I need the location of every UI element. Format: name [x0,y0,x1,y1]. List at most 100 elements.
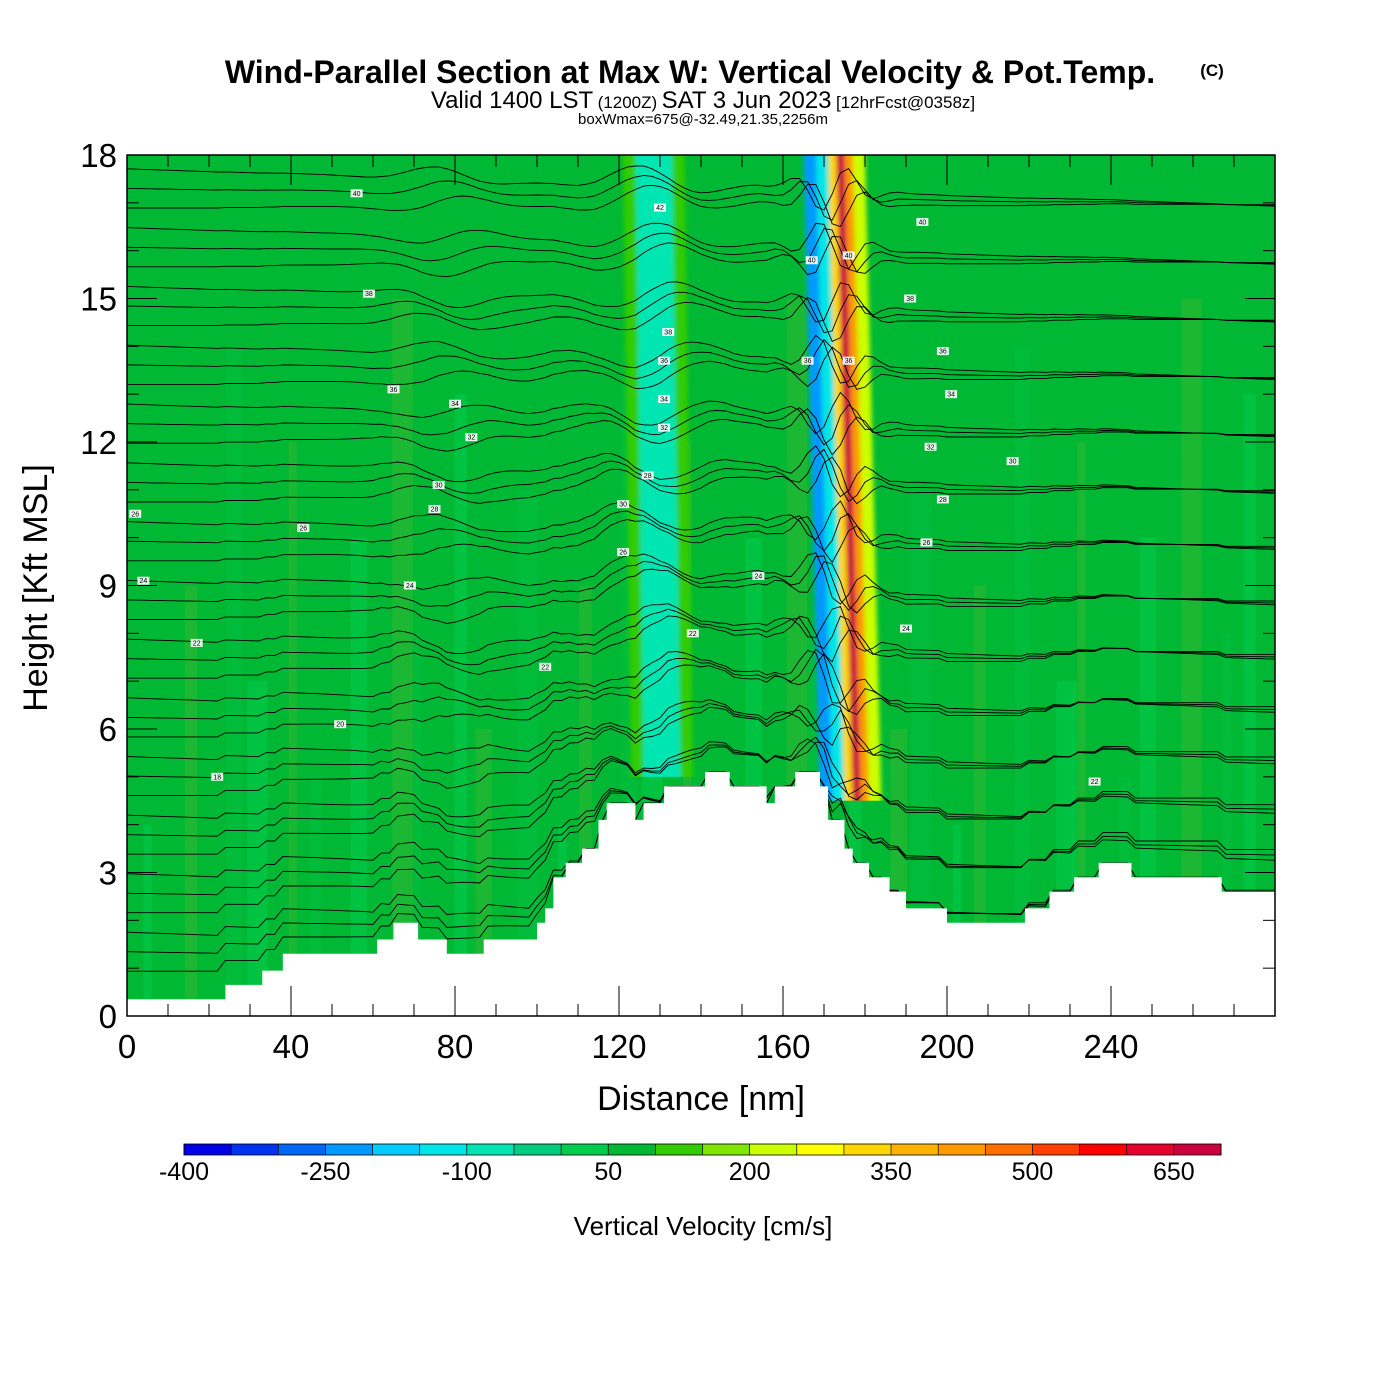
contour-label-bg [403,581,416,590]
contour-label: 40 [808,258,816,265]
contour-label: 34 [451,401,459,408]
contour-label: 28 [431,506,439,513]
contour-label-bg [654,203,666,212]
contour-label-bg [842,251,855,260]
contour-label: 22 [193,640,201,647]
velocity-band [852,155,882,801]
contour-label: 40 [353,191,361,198]
contour-label-bg [387,385,400,394]
subtitle-date: SAT 3 Jun 2023 [662,87,832,114]
background-streak [392,298,413,1016]
colorbar-swatch [843,1144,892,1155]
terrain [127,772,1275,1016]
contour-label-bg [449,399,461,408]
colorbar: -400 -250 -100 50 200 350 500 650 [159,1143,1222,1186]
contour-label: 32 [927,444,935,451]
chart-subtitle: Valid 1400 LST (1200Z) SAT 3 Jun 2023 [1… [431,87,975,114]
theta-contour-labels: 40 42 40 40 40 38 38 38 36 36 36 36 36 34 34 34 32 32 32 30… [129,189,1101,786]
contour-label-bg [904,294,917,303]
contour-label: 24 [140,578,148,585]
contour-label-bg [432,481,445,490]
contour-label-bg [842,356,855,365]
theta-contour-line [127,281,1275,323]
theta-contour-line [127,736,1275,837]
theta-contour-line [127,222,1275,270]
colorbar-frame [183,1143,1222,1156]
colorbar-label: -100 [442,1158,492,1186]
contour-label: 22 [541,664,549,671]
title-copyright-mark: (C) [1200,61,1224,80]
theta-contour-line [127,738,1275,819]
contour-label-bg [617,548,630,557]
colorbar-swatch [655,1144,703,1155]
contour-label-bg [916,217,929,226]
background-streak [952,824,961,1016]
theta-contour-line [127,555,1275,611]
theta-contour-line [127,338,1275,388]
contour-label: 34 [947,392,955,399]
y-tick-label: 9 [99,568,117,605]
x-tick-label: 240 [1083,1028,1138,1065]
colorbar-label: 650 [1153,1158,1195,1186]
x-tick-label: 120 [591,1028,646,1065]
contour-label: 22 [689,631,697,638]
background-streak [1015,346,1032,1016]
background-streak [1077,442,1086,1016]
contour-label: 36 [804,358,812,365]
colorbar-swatch [513,1144,562,1155]
y-tick-label: 6 [99,711,117,748]
y-tick-label: 18 [80,137,117,174]
contour-label: 38 [365,291,373,298]
y-axis-label: Height [Kft MSL] [17,464,55,712]
colorbar-label: 350 [870,1158,912,1186]
colorbar-swatch [278,1144,326,1155]
contour-label-bg [190,638,203,647]
contour-label: 40 [919,219,927,226]
theta-contour-line [127,510,1275,552]
contour-label: 42 [656,205,664,212]
contour-label-bg [1006,457,1019,466]
contour-label: 26 [299,526,307,533]
velocity-band [836,155,861,801]
theta-contour-line [127,649,1275,713]
colorbar-swatch [749,1144,798,1155]
theta-contour-line [127,291,1275,334]
contour-label: 32 [468,435,476,442]
background-streak [413,633,422,1016]
contour-label: 28 [644,473,652,480]
x-tick-label: 160 [755,1028,810,1065]
background-streak [226,346,243,1016]
theta-contour-line [127,704,1275,797]
plot-area: 40 42 40 40 40 38 38 38 36 36 36 36 36 34 34 34 32 32 32 30… [127,155,1275,1016]
chart-title: Wind-Parallel Section at Max W: Vertical… [225,54,1155,90]
contour-label-bg [920,538,933,547]
theta-contour-line [127,516,1275,564]
velocity-band [635,155,681,777]
contour-label-bg [658,394,671,403]
theta-contour-line [127,183,1275,228]
contour-label: 30 [619,502,627,509]
theta-contour-line [127,174,1275,221]
colorbar-label: 200 [729,1158,771,1186]
contour-label-bg [752,571,765,580]
theta-contour-line [127,408,1275,456]
contour-label: 28 [939,497,947,504]
contour-label: 36 [939,349,947,356]
colorbar-swatch [608,1144,656,1155]
background-streak [288,442,297,1016]
x-tick-label: 40 [273,1028,310,1065]
background-streak [1181,298,1202,1016]
theta-contour-line [127,456,1275,505]
contour-label: 34 [660,396,668,403]
contour-label: 24 [755,573,763,580]
colorbar-swatch [372,1144,421,1155]
background-streak [184,585,198,1016]
contour-label-bg [539,662,552,671]
contour-label-bg [1088,777,1101,786]
contour-label-bg [465,433,478,442]
theta-contour-line [127,560,1275,624]
subtitle-zulu: (1200Z) [598,93,658,112]
background-streak [1243,394,1256,1016]
theta-contour-line [127,165,1275,211]
